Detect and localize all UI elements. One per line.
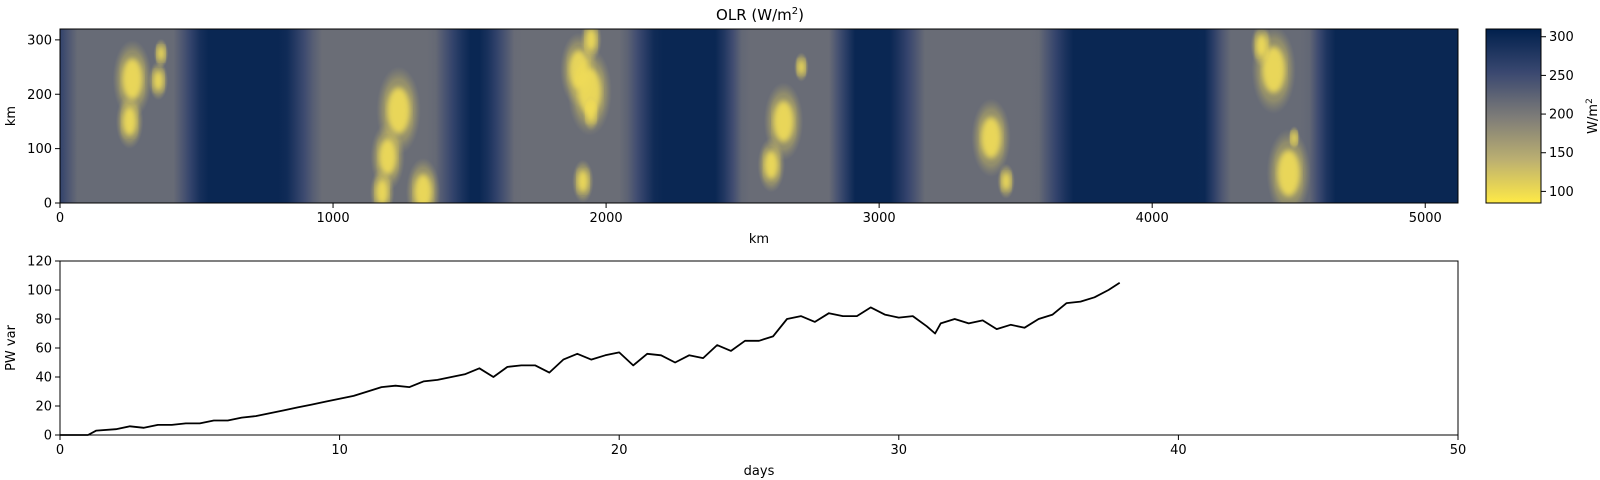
y-tick-label: 120	[27, 255, 52, 270]
x-tick-label: 20	[611, 443, 628, 458]
olr-title: OLR (W/m2)	[716, 6, 804, 24]
x-tick-label: 30	[891, 443, 908, 458]
y-tick-label: 0	[44, 429, 52, 444]
colorbar-tick-label: 250	[1549, 69, 1574, 84]
olr-y-axis: 0 100 200 300	[27, 33, 60, 212]
colorbar-tick-label: 100	[1549, 185, 1574, 200]
colorbar-label: W/m2	[1585, 98, 1600, 134]
convective-core	[122, 106, 137, 136]
y-tick-label: 300	[27, 33, 52, 48]
y-tick-label: 100	[27, 142, 52, 157]
colorbar-tick-label: 200	[1549, 108, 1574, 123]
y-tick-label: 100	[27, 284, 52, 299]
x-tick-label: 5000	[1409, 211, 1442, 226]
x-tick-label: 3000	[863, 211, 896, 226]
convective-core	[1277, 149, 1301, 197]
convective-core	[980, 117, 1002, 159]
x-tick-label: 2000	[590, 211, 623, 226]
pw-x-axis: 0 10 20 30 40 50	[56, 435, 1466, 458]
convective-core	[577, 169, 589, 193]
pw-y-axis: 0 20 40 60 80 100 120	[27, 255, 60, 444]
y-tick-label: 0	[44, 197, 52, 212]
x-tick-label: 1000	[317, 211, 350, 226]
x-tick-label: 10	[331, 443, 348, 458]
convective-core	[153, 70, 164, 91]
convective-core	[773, 100, 794, 143]
colorbar-scale	[1485, 28, 1542, 204]
convective-core	[375, 179, 389, 203]
y-tick-label: 200	[27, 88, 52, 103]
olr-x-label: km	[749, 232, 769, 247]
convective-core	[121, 58, 143, 100]
olr-frame	[59, 28, 1459, 204]
convective-core	[414, 174, 433, 203]
convective-core	[585, 29, 597, 52]
y-tick-label: 40	[35, 371, 52, 386]
convective-core	[797, 59, 806, 75]
convective-core	[1001, 171, 1011, 191]
y-tick-label: 80	[35, 313, 52, 328]
convective-core	[586, 103, 596, 123]
olr-panel: OLR (W/m2) 0 1000 2000 3000 4000 5000 0 100 200…	[4, 6, 1459, 247]
colorbar: 100 150 200 250 300 W/m2	[1485, 28, 1600, 204]
convective-core	[157, 45, 165, 62]
pw-x-label: days	[744, 464, 775, 479]
convective-core	[1255, 33, 1268, 57]
x-tick-label: 50	[1450, 443, 1467, 458]
olr-y-label: km	[4, 106, 19, 126]
convective-core	[764, 150, 779, 180]
olr-heatmap	[60, 29, 1458, 203]
y-tick-label: 60	[35, 342, 52, 357]
convective-core	[378, 138, 397, 175]
x-tick-label: 40	[1170, 443, 1187, 458]
x-tick-label: 4000	[1136, 211, 1169, 226]
olr-x-axis: 0 1000 2000 3000 4000 5000	[56, 203, 1442, 226]
pw-var-line	[60, 282, 1121, 436]
x-tick-label: 0	[56, 211, 64, 226]
pw-y-label: PW var	[4, 324, 19, 370]
olr-convective-cores	[112, 29, 1311, 203]
y-tick-label: 20	[35, 400, 52, 415]
colorbar-tick-label: 150	[1549, 146, 1574, 161]
colorbar-ticks: 100 150 200 250 300	[1541, 30, 1574, 200]
pw-panel: 0 10 20 30 40 50 0 20 40 60 80 100 120 days PW var	[4, 255, 1466, 480]
convective-core	[386, 87, 411, 134]
convective-core	[1291, 131, 1298, 144]
colorbar-tick-label: 300	[1549, 30, 1574, 45]
pw-plot-area	[60, 261, 1458, 435]
x-tick-label: 0	[56, 443, 64, 458]
